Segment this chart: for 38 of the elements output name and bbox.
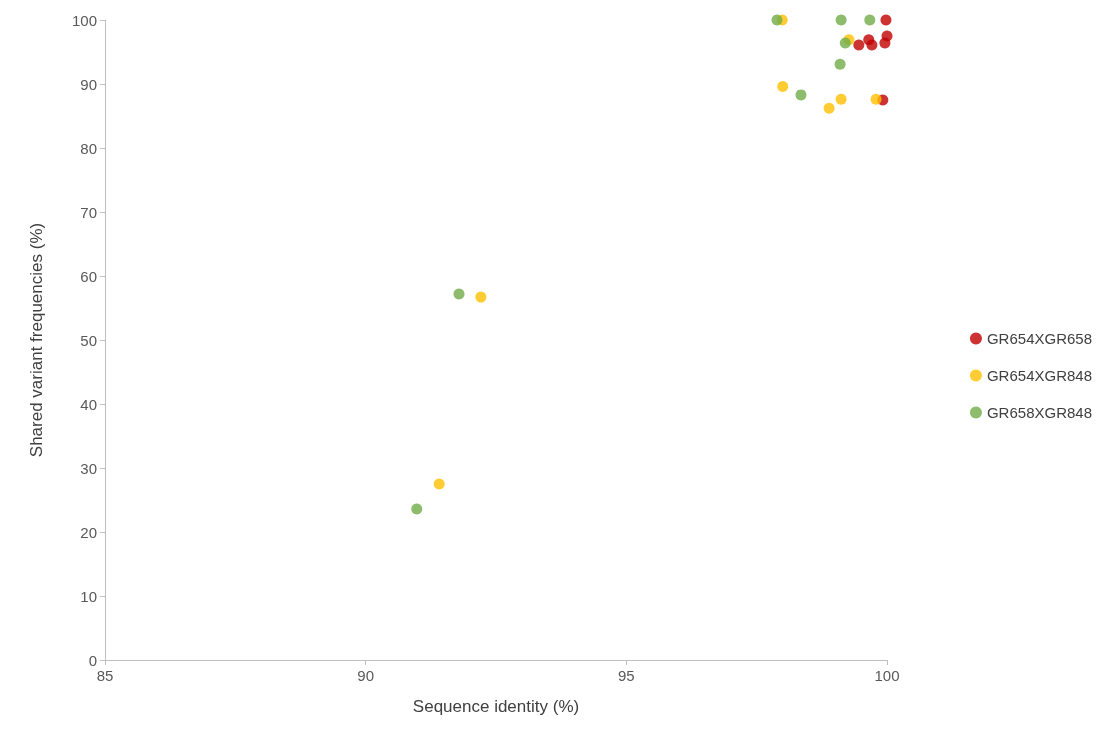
y-tick-label: 100 xyxy=(71,11,97,29)
point xyxy=(880,14,892,26)
point xyxy=(777,81,789,93)
x-tick-label: 85 xyxy=(96,667,114,684)
y-tick-label: 70 xyxy=(80,203,97,221)
y-tick-label: 30 xyxy=(80,459,97,477)
x-tick-label: 90 xyxy=(357,667,375,684)
y-tick-label: 20 xyxy=(80,523,97,541)
legend-label: GR654XGR848 xyxy=(986,367,1092,384)
point xyxy=(864,14,876,26)
legend-label: GR654XGR658 xyxy=(986,330,1092,347)
point xyxy=(834,58,846,70)
y-tick-label: 80 xyxy=(80,139,97,157)
y-tick-label: 40 xyxy=(80,395,97,413)
point xyxy=(771,14,783,26)
x-tick-label: 95 xyxy=(617,667,635,684)
y-tick-label: 10 xyxy=(80,587,97,605)
point xyxy=(453,288,465,300)
point xyxy=(823,102,835,114)
point xyxy=(879,37,891,49)
point xyxy=(870,93,882,105)
y-axis-title: Shared variant frequencies (%) xyxy=(27,222,46,458)
point xyxy=(853,39,865,51)
x-axis-title: Sequence identity (%) xyxy=(412,697,580,716)
y-tick-label: 50 xyxy=(80,331,97,349)
point xyxy=(835,14,847,26)
point xyxy=(475,291,487,303)
point xyxy=(411,503,423,515)
x-tick-label: 100 xyxy=(874,667,900,684)
point xyxy=(433,478,445,490)
legend-label: GR658XGR848 xyxy=(986,404,1092,421)
point xyxy=(839,37,851,49)
point xyxy=(795,89,807,101)
y-tick-label: 0 xyxy=(88,651,97,669)
y-tick-label: 60 xyxy=(80,267,97,285)
point xyxy=(835,93,847,105)
y-tick-label: 90 xyxy=(80,75,97,93)
point xyxy=(866,39,878,51)
